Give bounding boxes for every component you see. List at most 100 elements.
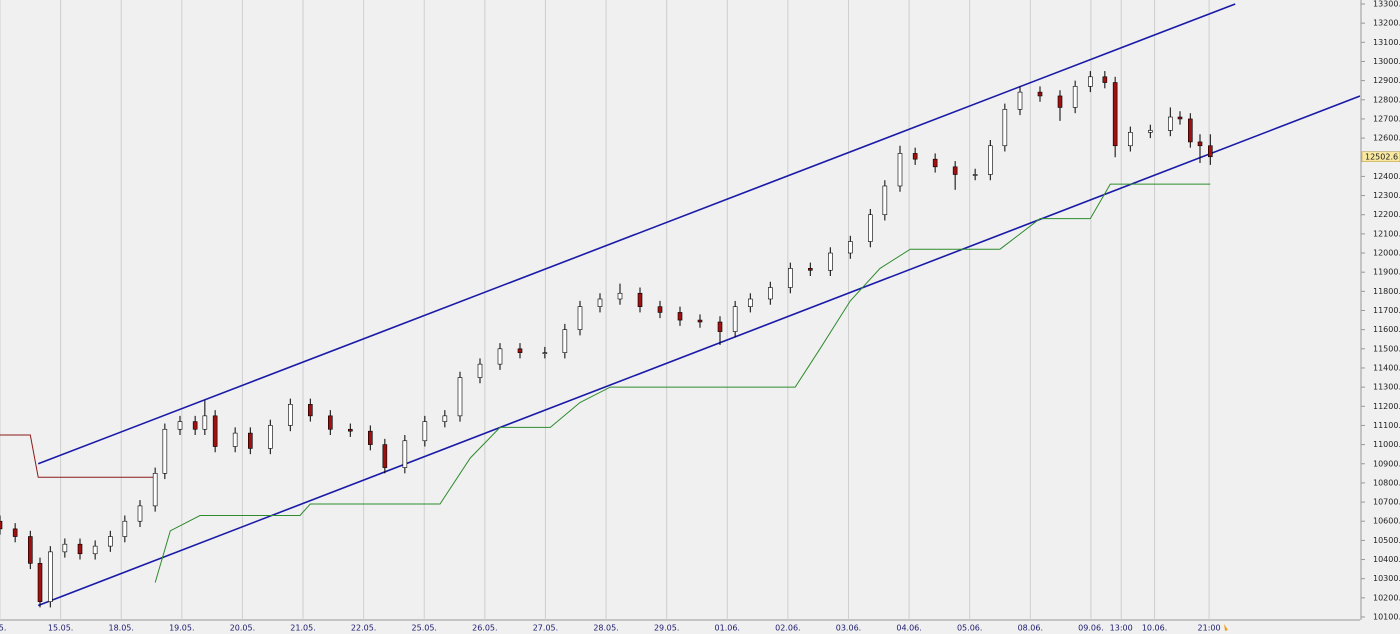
candle-body: [192, 421, 198, 430]
candle-body: [577, 306, 583, 330]
candle-body: [542, 352, 548, 354]
candle-body: [248, 432, 253, 449]
candle-body: [137, 505, 143, 522]
candle-body: [1148, 130, 1153, 133]
indicator-line: [37, 3, 1236, 465]
y-tick-label: 11000.0: [1373, 440, 1400, 449]
candle-body: [152, 473, 158, 507]
x-tick-label: 22.05.: [351, 624, 376, 633]
x-tick-label: 05.: [0, 624, 6, 633]
y-tick-label: 10300.0: [1373, 574, 1400, 583]
x-tick-label: 20.05.: [230, 624, 255, 633]
candle-body: [788, 268, 793, 288]
x-tick-label: 03.06.: [836, 624, 861, 633]
candle-body: [1197, 141, 1203, 147]
indicator-line: [154, 183, 1211, 583]
candle-body: [497, 348, 503, 365]
candle-body: [1002, 109, 1008, 147]
candle-body: [1037, 91, 1043, 97]
x-tick-label: 09.06.: [1078, 624, 1103, 633]
candle-body: [882, 185, 888, 216]
candle-body: [717, 321, 723, 332]
y-tick-label: 12100.0: [1373, 229, 1400, 238]
candle-body: [1168, 116, 1173, 131]
candle-body: [732, 306, 738, 332]
y-tick-label: 11100.0: [1373, 421, 1400, 430]
y-tick-label: 13300.0: [1373, 0, 1400, 9]
candle-body: [808, 268, 813, 271]
x-tick-label: 02.06.: [775, 624, 800, 633]
candle-body: [697, 319, 703, 323]
x-tick-label: 19.05.: [169, 624, 194, 633]
candle-body: [828, 252, 833, 271]
candle-body: [268, 425, 273, 449]
candle-body: [477, 363, 483, 378]
y-tick-label: 10100.0: [1373, 613, 1400, 622]
candle-body: [177, 421, 183, 430]
candle-body: [422, 421, 428, 442]
y-tick-label: 10700.0: [1373, 498, 1400, 507]
candle-body: [562, 329, 568, 353]
y-tick-label: 13200.0: [1373, 19, 1400, 28]
candle-body: [897, 153, 903, 187]
candle-body: [0, 520, 3, 530]
candle-body: [212, 415, 218, 447]
candle-body: [122, 520, 128, 537]
price-tag: [1361, 151, 1400, 163]
candle-body: [442, 415, 448, 422]
indicator-line: [0, 434, 156, 478]
y-tick-label: 10600.0: [1373, 517, 1400, 526]
candle-body: [748, 298, 753, 307]
grid: [0, 0, 1210, 620]
candle-body: [288, 404, 293, 426]
candle-body: [988, 145, 993, 175]
candle-body: [1177, 116, 1183, 120]
candle-body: [1208, 145, 1213, 158]
x-tick-label: 08.06.: [1018, 624, 1043, 633]
candle-body: [28, 536, 33, 564]
candle-body: [162, 428, 168, 474]
candle-body: [368, 430, 373, 445]
candle-body: [1128, 132, 1133, 147]
y-tick-label: 13100.0: [1373, 38, 1400, 47]
candle-body: [677, 312, 683, 321]
x-tick-label: 15.05.: [48, 624, 73, 633]
x-tick-label: 25.05.: [412, 624, 437, 633]
x-tick-label: 13:00: [1110, 624, 1133, 633]
y-tick-label: 11700.0: [1373, 306, 1400, 315]
y-tick-label: 13000.0: [1373, 57, 1400, 66]
y-tick-label: 10400.0: [1373, 555, 1400, 564]
y-tick-label: 12200.0: [1373, 210, 1400, 219]
plot-area: [0, 3, 1360, 608]
x-tick-label: 26.05.: [472, 624, 497, 633]
y-tick-label: 12600.0: [1373, 134, 1400, 143]
candle-body: [348, 428, 353, 432]
y-tick-label: 11300.0: [1373, 383, 1400, 392]
candle-body: [457, 377, 463, 417]
candle-body: [637, 292, 643, 307]
candle-body: [768, 287, 773, 300]
candle-body: [77, 543, 83, 555]
x-tick-label: 05.06.: [957, 624, 982, 633]
y-tick-label: 11600.0: [1373, 325, 1400, 334]
y-tick-label: 11900.0: [1373, 268, 1400, 277]
x-tick-label: 21:00: [1198, 624, 1221, 633]
y-tick-label: 12800.0: [1373, 95, 1400, 104]
candle-body: [517, 348, 523, 353]
candle-body: [952, 166, 958, 175]
candle-body: [848, 241, 853, 254]
y-tick-label: 12300.0: [1373, 191, 1400, 200]
y-tick-label: 10800.0: [1373, 478, 1400, 487]
y-tick-label: 12700.0: [1373, 114, 1400, 123]
candle-body: [382, 444, 388, 468]
x-tick-label: 28.05.: [593, 624, 618, 633]
candle-body: [657, 306, 663, 313]
x-tick-label: 29.05.: [654, 624, 679, 633]
candle-body: [932, 158, 938, 168]
candle-body: [12, 528, 18, 537]
candle-body: [202, 415, 208, 430]
y-tick-label: 10500.0: [1373, 536, 1400, 545]
candle-body: [62, 543, 68, 553]
